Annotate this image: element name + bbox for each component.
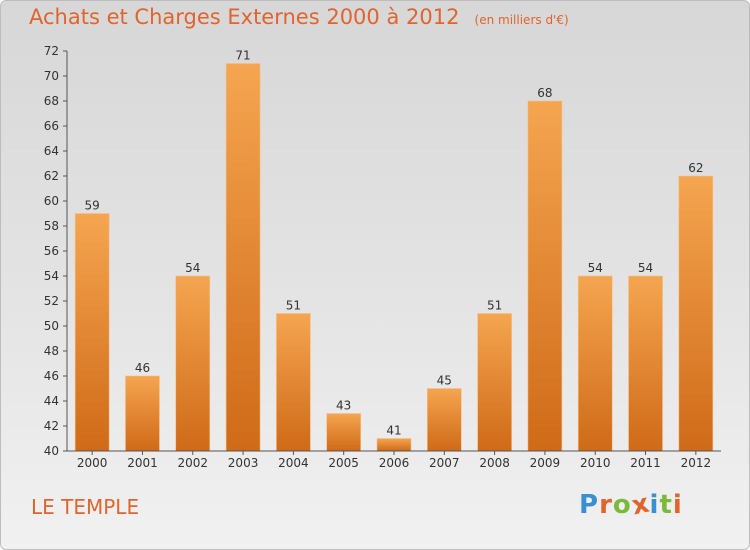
bar-2004 xyxy=(276,313,311,452)
bar-2009 xyxy=(527,100,563,452)
value-label-2001: 46 xyxy=(135,361,150,375)
value-label-2003: 71 xyxy=(235,49,250,63)
y-tick-label: 52 xyxy=(44,294,59,308)
y-tick-label: 40 xyxy=(44,444,59,458)
x-tick-label-2004: 2004 xyxy=(278,456,309,470)
bars-group: 59 46 54 71 51 43 41 45 51 68 54 54 62 xyxy=(74,49,714,452)
value-label-2005: 43 xyxy=(336,399,351,413)
value-label-2009: 68 xyxy=(537,86,552,100)
x-tick-label-2009: 2009 xyxy=(530,456,561,470)
commune-name: LE TEMPLE xyxy=(31,495,140,519)
brand-letter: i xyxy=(649,490,660,520)
y-tick-label: 64 xyxy=(44,144,59,158)
bar-2006 xyxy=(376,438,412,452)
value-label-2012: 62 xyxy=(688,161,703,175)
brand-letter: P xyxy=(579,490,600,520)
y-tick-label: 72 xyxy=(44,44,59,58)
y-tick-label: 46 xyxy=(44,369,59,383)
chart-subtitle: (en milliers d'€) xyxy=(474,13,569,27)
y-tick-label: 56 xyxy=(44,244,59,258)
brand-letter: t xyxy=(659,490,673,520)
value-label-2004: 51 xyxy=(286,299,301,313)
x-tick-label-2005: 2005 xyxy=(328,456,359,470)
y-tick-label: 50 xyxy=(44,319,59,333)
bar-2001 xyxy=(125,375,160,452)
x-tick-label-2010: 2010 xyxy=(580,456,611,470)
x-tick-label-2011: 2011 xyxy=(630,456,661,470)
bar-2007 xyxy=(427,388,462,452)
bar-2012 xyxy=(678,175,714,452)
bar-2000 xyxy=(74,213,110,452)
x-tick-label-2012: 2012 xyxy=(681,456,712,470)
x-tick-label-2002: 2002 xyxy=(177,456,208,470)
bar-2011 xyxy=(628,275,663,452)
value-label-2010: 54 xyxy=(588,261,603,275)
brand-logo: Proxiti xyxy=(579,488,683,521)
bar-2005 xyxy=(326,413,361,452)
value-label-2011: 54 xyxy=(638,261,653,275)
y-tick-label: 48 xyxy=(44,344,59,358)
value-label-2007: 45 xyxy=(437,374,452,388)
x-tick-label-2006: 2006 xyxy=(379,456,410,470)
x-tick-label-2003: 2003 xyxy=(228,456,259,470)
chart-title-row: Achats et Charges Externes 2000 à 2012 (… xyxy=(29,5,569,29)
y-tick-label: 68 xyxy=(44,94,59,108)
y-axis: 40 42 44 46 48 50 52 54 56 58 60 62 64 66 68 70 72 xyxy=(44,44,68,458)
y-tick-label: 42 xyxy=(44,419,59,433)
y-tick-label: 66 xyxy=(44,119,59,133)
y-tick-label: 44 xyxy=(44,394,59,408)
brand-letter: r xyxy=(599,490,613,520)
value-label-2002: 54 xyxy=(185,261,200,275)
x-tick-label-2008: 2008 xyxy=(479,456,510,470)
brand-letter: o xyxy=(612,490,632,520)
y-tick-label: 60 xyxy=(44,194,59,208)
value-label-2006: 41 xyxy=(386,424,401,438)
bar-2003 xyxy=(225,63,261,452)
y-tick-label: 54 xyxy=(44,269,59,283)
bar-2002 xyxy=(175,275,211,452)
bar-2008 xyxy=(477,313,512,452)
x-tick-label-2001: 2001 xyxy=(127,456,158,470)
bar-2010 xyxy=(577,275,613,452)
value-label-2000: 59 xyxy=(85,199,100,213)
x-axis: 2000 2001 2002 2003 2004 2005 2006 2007 2008 2009… xyxy=(67,450,721,470)
y-tick-label: 70 xyxy=(44,69,59,83)
brand-letter: i xyxy=(672,490,683,520)
x-tick-label-2007: 2007 xyxy=(429,456,460,470)
chart-title: Achats et Charges Externes 2000 à 2012 xyxy=(29,5,460,29)
value-label-2008: 51 xyxy=(487,299,502,313)
y-tick-label: 62 xyxy=(44,169,59,183)
y-tick-label: 58 xyxy=(44,219,59,233)
x-tick-label-2000: 2000 xyxy=(77,456,108,470)
